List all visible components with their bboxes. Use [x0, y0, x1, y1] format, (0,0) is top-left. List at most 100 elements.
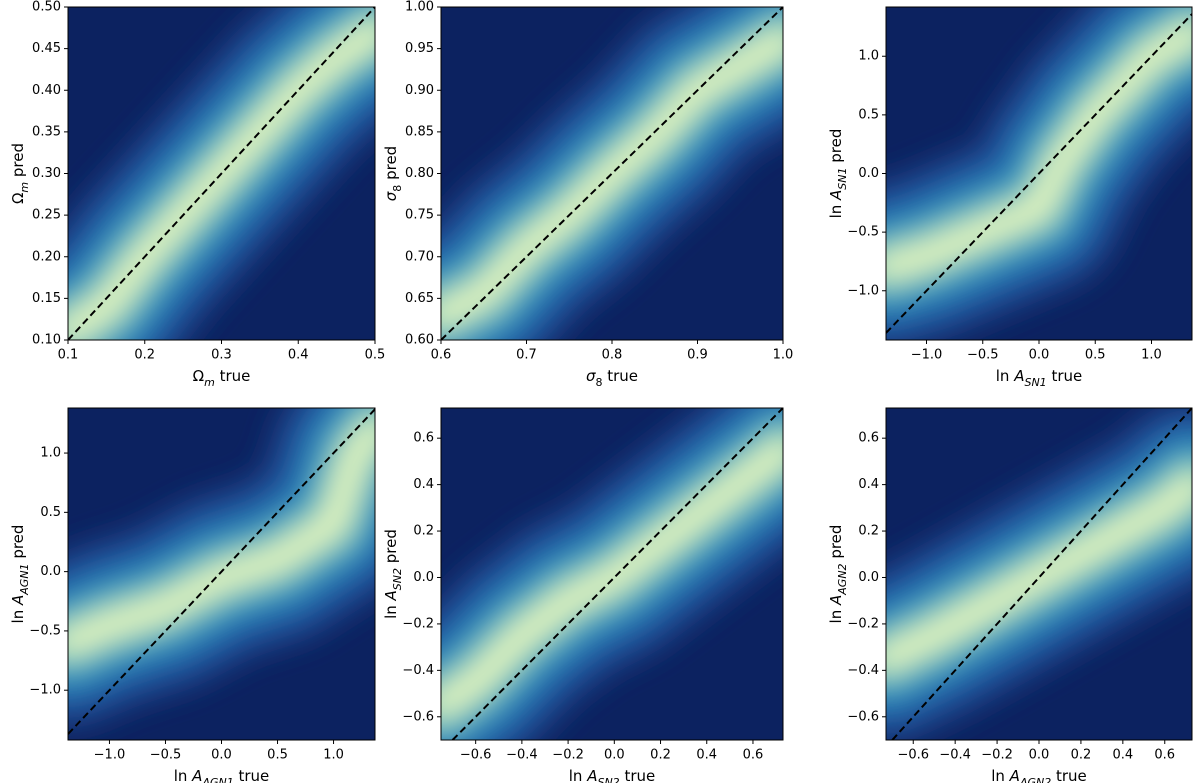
y-tick-label: 0.30 [32, 166, 61, 181]
label-part: m [204, 376, 215, 389]
density [441, 7, 783, 340]
label-part: ln [9, 605, 27, 623]
label-part: AGN1 [201, 776, 233, 783]
label-part: true [1047, 367, 1083, 385]
y-axis-label: ln AAGN1 pred [9, 525, 31, 624]
x-tick-label: −0.2 [552, 748, 584, 763]
label-part: pred [9, 143, 27, 182]
y-axis-label: Ωm pred [9, 143, 31, 204]
x-tick-label: 0.0 [211, 748, 232, 763]
label-part: A [9, 595, 27, 606]
label-part: true [620, 767, 656, 783]
frame [440, 407, 784, 741]
label-part: true [234, 767, 270, 783]
y-axis-label: ln ASN1 pred [827, 129, 849, 219]
label-part: ln [382, 600, 400, 618]
label-part: pred [827, 525, 845, 564]
y-tick-label: 0.45 [32, 41, 61, 56]
x-tick-label: 0.0 [1029, 348, 1050, 363]
label-part: A [382, 590, 400, 601]
density-band [441, 33, 783, 322]
y-tick-label: 1.0 [40, 446, 61, 461]
y-tick-label: 0.20 [32, 249, 61, 264]
y-tick-label: −0.4 [847, 663, 879, 678]
label-part: σ [586, 367, 596, 385]
y-tick-label: 0.35 [32, 124, 61, 139]
x-tick-label: 0.6 [431, 348, 452, 363]
x-tick-label: 0.0 [1029, 748, 1050, 763]
identity-line [68, 408, 375, 735]
x-tick-label: 1.0 [1141, 348, 1162, 363]
x-tick-label: −0.6 [897, 748, 929, 763]
x-axis-label: ln AAGN2 true [991, 767, 1087, 783]
x-axis-label: ln AAGN1 true [174, 767, 270, 783]
label-part: A [1013, 367, 1024, 385]
x-tick-label: −0.2 [981, 748, 1013, 763]
x-axis-label: σ8 true [586, 367, 638, 389]
x-tick-label: −0.5 [150, 748, 182, 763]
x-tick-label: 0.4 [696, 748, 717, 763]
y-tick-label: 0.95 [405, 41, 434, 56]
label-part: SN1 [1024, 376, 1046, 389]
label-part: A [1009, 767, 1020, 783]
y-tick-label: 0.0 [413, 570, 434, 585]
label-part: ln [827, 605, 845, 623]
x-tick-label: 1.0 [773, 348, 794, 363]
y-tick-label: 0.2 [858, 524, 879, 539]
density [886, 408, 1192, 740]
label-part: pred [827, 129, 845, 168]
y-tick-label: 0.65 [405, 291, 434, 306]
identity-line [451, 408, 783, 740]
y-tick-label: 0.25 [32, 208, 61, 223]
label-part: ln [991, 767, 1009, 783]
y-tick-label: −0.5 [847, 225, 879, 240]
label-part: true [215, 367, 251, 385]
label-part: m [18, 182, 31, 193]
label-part: A [586, 767, 597, 783]
y-tick-label: −1.0 [847, 283, 879, 298]
x-tick-label: −0.6 [460, 748, 492, 763]
y-tick-label: −0.2 [402, 616, 434, 631]
label-part: Ω [193, 367, 204, 385]
y-tick-label: 0.10 [32, 333, 61, 348]
label-part: ln [827, 200, 845, 218]
plot-area [441, 7, 783, 340]
label-part: ln [569, 767, 587, 783]
label-part: 8 [595, 376, 602, 389]
label-part: pred [382, 146, 400, 185]
y-tick-label: −0.5 [29, 623, 61, 638]
x-tick-label: 0.4 [288, 348, 309, 363]
label-part: ln [174, 767, 192, 783]
y-tick-label: 1.00 [405, 0, 434, 15]
y-tick-label: 0.0 [858, 166, 879, 181]
label-part: A [827, 595, 845, 606]
identity-line [68, 7, 375, 340]
y-tick-label: 0.15 [32, 291, 61, 306]
y-tick-label: 0.85 [405, 124, 434, 139]
label-part: SN1 [836, 167, 849, 189]
density-band [68, 422, 375, 650]
label-part: true [1051, 767, 1087, 783]
y-tick-label: 0.6 [858, 431, 879, 446]
y-tick-label: 0.5 [858, 107, 879, 122]
y-tick-label: 0.40 [32, 83, 61, 98]
label-part: 8 [391, 185, 404, 192]
y-axis-label: ln ASN2 pred [382, 529, 404, 619]
y-tick-label: 0.5 [40, 505, 61, 520]
x-tick-label: −0.5 [967, 348, 999, 363]
y-tick-label: −1.0 [29, 683, 61, 698]
y-tick-label: −0.2 [847, 616, 879, 631]
x-tick-label: 0.1 [58, 348, 79, 363]
identity-line [891, 408, 1192, 740]
density-band [441, 442, 783, 713]
x-tick-label: 0.5 [1085, 348, 1106, 363]
y-tick-label: 0.4 [858, 477, 879, 492]
label-part: SN2 [391, 568, 404, 590]
x-tick-label: 0.0 [604, 748, 625, 763]
x-tick-label: 0.2 [1071, 748, 1092, 763]
label-part: A [827, 190, 845, 201]
x-tick-label: −1.0 [911, 348, 943, 363]
y-tick-label: 0.2 [413, 524, 434, 539]
y-tick-label: 0.80 [405, 166, 434, 181]
x-tick-label: 0.6 [743, 748, 764, 763]
